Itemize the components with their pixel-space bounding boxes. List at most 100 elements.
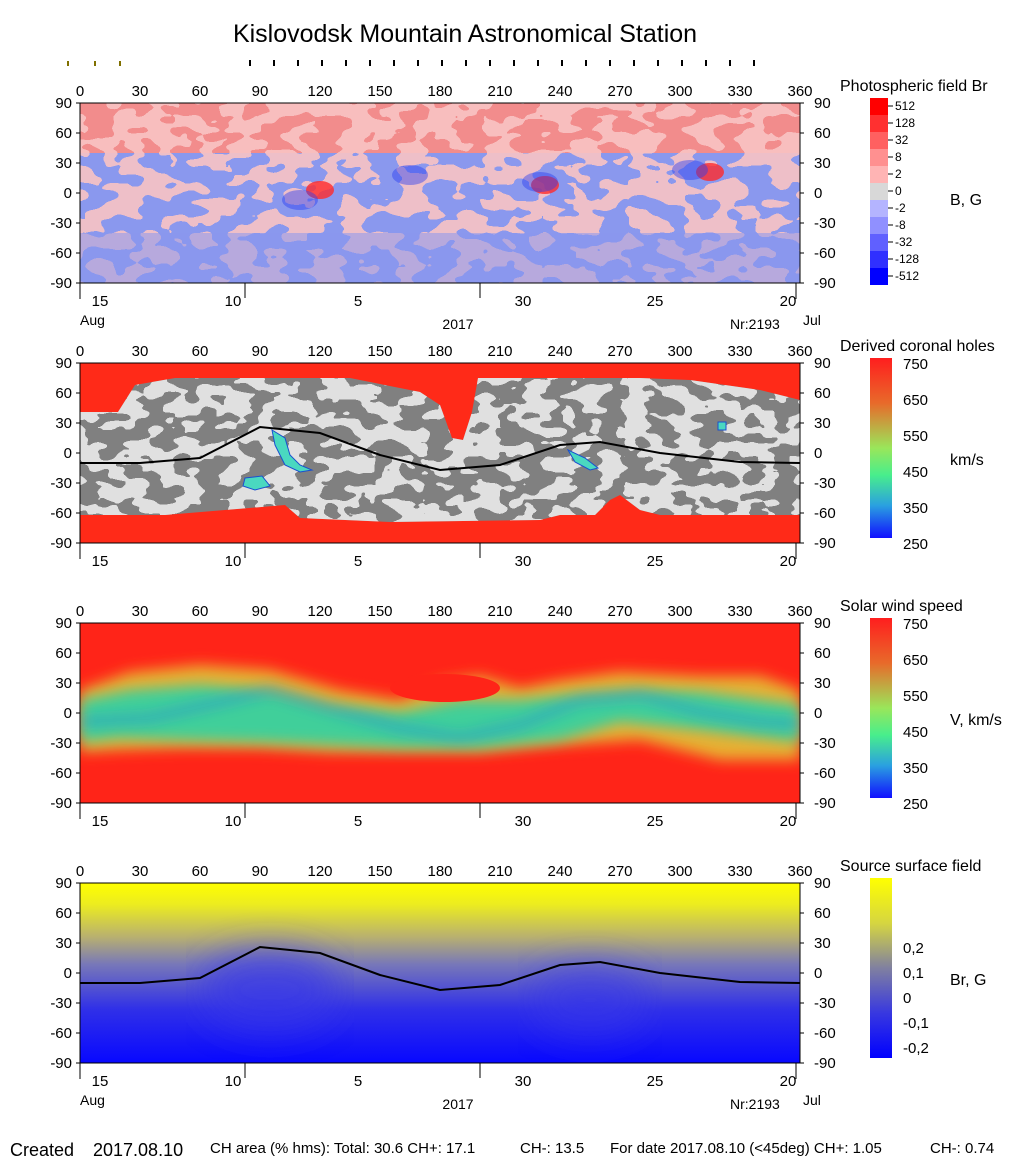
longitude-tick-label: 150	[367, 863, 392, 880]
longitude-tick-label: 0	[76, 863, 84, 880]
longitude-tick-label: 180	[427, 603, 452, 620]
slow-wind-band	[80, 685, 800, 748]
colorbar-tick-label: 650	[903, 392, 928, 409]
slowest-wind-core	[80, 687, 800, 741]
latitude-tick-label-left: 0	[64, 705, 72, 722]
date-tick-label: 15	[92, 293, 109, 310]
longitude-tick-label: 300	[667, 83, 692, 100]
colorbar-segment	[870, 115, 888, 132]
panel-title: Photospheric field Br	[840, 78, 988, 95]
colorbar-tick-label: 2	[895, 167, 902, 181]
colorbar-tick-label: -128	[895, 252, 919, 266]
top-date-ticks	[67, 60, 755, 66]
longitude-tick-label: 210	[487, 863, 512, 880]
colorbar-tick-label: 0	[903, 990, 911, 1007]
latitude-tick-label-right: -30	[814, 215, 836, 232]
latitude-tick-label-left: 60	[55, 645, 72, 662]
coronal-holes-colorbar: 750 650 550 450 350 250	[870, 356, 928, 553]
colorbar-segment	[870, 217, 888, 234]
longitude-tick-label: 330	[727, 83, 752, 100]
source-surface-gradient	[80, 883, 800, 1063]
latitude-tick-label-right: 60	[814, 125, 831, 142]
colorbar-segment	[870, 149, 888, 166]
latitude-tick-label-left: -60	[50, 245, 72, 262]
longitude-tick-label: 180	[427, 83, 452, 100]
colorbar-label: Br, G	[950, 972, 986, 989]
active-region-positive	[306, 181, 334, 199]
for-date-summary: For date 2017.08.10 (<45deg) CH+: 1.05	[610, 1140, 882, 1157]
longitude-tick-label: 360	[787, 863, 812, 880]
longitude-tick-label: 240	[547, 603, 572, 620]
colorbar-tick-label: 650	[903, 652, 928, 669]
colorbar-tick-label: -0,2	[903, 1040, 929, 1057]
latitude-tick-label-right: -60	[814, 245, 836, 262]
colorbar-label: B, G	[950, 192, 982, 209]
latitude-tick-label-left: 60	[55, 125, 72, 142]
date-tick-label: 20	[780, 293, 797, 310]
colorbar-tick-label: -8	[895, 218, 906, 232]
date-tick-label: 20	[780, 553, 797, 570]
latitude-tick-label-left: -30	[50, 215, 72, 232]
plot-frame	[79, 882, 801, 1064]
longitude-tick-label: 270	[607, 83, 632, 100]
longitude-tick-label: 150	[367, 603, 392, 620]
longitude-tick-label: 210	[487, 603, 512, 620]
carrington-rotation-label: Nr:2193	[730, 316, 780, 332]
colorbar-tick-label: 750	[903, 356, 928, 373]
panel-title: Derived coronal holes	[840, 338, 995, 355]
longitude-tick-label: 30	[132, 863, 149, 880]
latitude-tick-label-left: 0	[64, 185, 72, 202]
latitude-tick-label-right: 90	[814, 875, 831, 892]
longitude-tick-label: 120	[307, 863, 332, 880]
longitude-tick-label: 0	[76, 343, 84, 360]
active-region-positive	[531, 176, 559, 194]
latitude-tick-label-right: -90	[814, 795, 836, 812]
colorbar-tick-label: 0	[895, 184, 902, 198]
latitude-tick-label-right: 60	[814, 905, 831, 922]
latitude-tick-label-left: 90	[55, 95, 72, 112]
date-tick-label: 30	[515, 813, 532, 830]
longitude-tick-label: 240	[547, 863, 572, 880]
active-region-negative	[282, 190, 318, 210]
longitude-tick-label: 300	[667, 603, 692, 620]
created-date: 2017.08.10	[93, 1140, 184, 1160]
photospheric-field-map	[80, 103, 800, 283]
latitude-tick-label-left: -30	[50, 735, 72, 752]
latitude-tick-label-right: -90	[814, 275, 836, 292]
date-tick-label: 10	[225, 293, 242, 310]
neutral-line	[80, 425, 800, 472]
plot-frame	[79, 622, 801, 804]
coronal-holes-map	[80, 363, 800, 543]
longitude-tick-label: 120	[307, 603, 332, 620]
latitude-tick-label-right: 60	[814, 645, 831, 662]
colorbar-tick-label: 8	[895, 150, 902, 164]
date-tick-label: 25	[647, 293, 664, 310]
solar-wind-speed-map	[80, 623, 800, 803]
colorbar-gradient	[870, 618, 892, 798]
date-tick-label: 10	[225, 1073, 242, 1090]
negative-field-lobe	[200, 950, 340, 1030]
colorbar-tick-label: 250	[903, 796, 928, 813]
latitude-tick-label-left: 0	[64, 965, 72, 982]
colorbar-segment	[870, 234, 888, 251]
latitude-tick-label-left: 90	[55, 615, 72, 632]
colorbar-tick-label: 512	[895, 99, 915, 113]
latitude-tick-label-right: 0	[814, 705, 822, 722]
latitude-tick-label-right: 30	[814, 675, 831, 692]
south-negative-region	[80, 233, 800, 283]
colorbar-segment	[870, 268, 888, 285]
longitude-tick-label: 120	[307, 343, 332, 360]
longitude-tick-label: 60	[192, 83, 209, 100]
latitude-tick-label-left: 0	[64, 445, 72, 462]
date-tick-label: 5	[354, 293, 362, 310]
latitude-tick-label-left: 30	[55, 155, 72, 172]
colorbar-label: km/s	[950, 452, 984, 469]
date-tick-label: 5	[354, 1073, 362, 1090]
longitude-tick-label: 270	[607, 863, 632, 880]
longitude-tick-label: 360	[787, 603, 812, 620]
date-tick-label: 25	[647, 1073, 664, 1090]
photospheric-colorbar: 512 128 32 8 2 0 -2 -8 -32 -128 -512	[870, 98, 919, 285]
longitude-tick-label: 360	[787, 83, 812, 100]
